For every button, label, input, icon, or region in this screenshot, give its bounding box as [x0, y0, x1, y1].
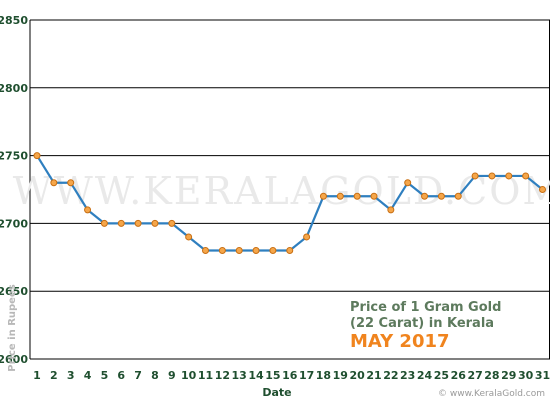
data-point-27 [471, 172, 479, 180]
data-point-30 [522, 172, 530, 180]
data-point-12 [218, 247, 226, 255]
data-point-17 [303, 233, 311, 241]
site-credit: © www.KeralaGold.com [438, 389, 545, 399]
x-tick-label-6: 6 [117, 369, 125, 382]
x-tick-label-22: 22 [383, 369, 398, 382]
annotation-line-2: (22 Carat) in Kerala [350, 316, 494, 331]
data-point-22 [387, 206, 395, 214]
x-tick-label-29: 29 [501, 369, 516, 382]
data-point-7 [134, 219, 142, 227]
watermark-text: WWW.KERALAGOLD.COM [13, 169, 550, 213]
x-tick-label-8: 8 [151, 369, 159, 382]
data-point-21 [370, 192, 378, 200]
x-tick-label-5: 5 [101, 369, 109, 382]
x-tick-label-4: 4 [84, 369, 92, 382]
x-tick-label-15: 15 [265, 369, 280, 382]
x-tick-label-28: 28 [484, 369, 499, 382]
y-tick-label-2650: 2650 [0, 285, 28, 298]
data-point-10 [185, 233, 193, 241]
y-axis-label: Price in Rupees [7, 284, 18, 371]
x-tick-label-19: 19 [333, 369, 348, 382]
x-tick-label-1: 1 [33, 369, 41, 382]
data-point-28 [488, 172, 496, 180]
x-tick-label-10: 10 [181, 369, 197, 382]
data-point-20 [353, 192, 361, 200]
x-tick-label-3: 3 [67, 369, 75, 382]
x-tick-label-23: 23 [400, 369, 415, 382]
y-tick-label-2850: 2850 [0, 14, 28, 27]
data-point-23 [404, 179, 412, 187]
data-point-9 [168, 219, 176, 227]
data-point-13 [235, 247, 243, 255]
data-points [33, 152, 546, 255]
x-tick-label-30: 30 [518, 369, 534, 382]
y-axis-ticks: 2600 2650 2700 2750 2800 2850 [0, 14, 28, 366]
x-tick-label-12: 12 [215, 369, 230, 382]
x-tick-label-17: 17 [299, 369, 314, 382]
data-point-18 [319, 192, 327, 200]
x-tick-label-16: 16 [282, 369, 298, 382]
data-point-25 [437, 192, 445, 200]
data-point-8 [151, 219, 159, 227]
data-point-14 [252, 247, 260, 255]
x-tick-label-26: 26 [451, 369, 467, 382]
data-point-6 [117, 219, 125, 227]
data-point-31 [539, 186, 546, 193]
data-point-5 [100, 219, 108, 227]
y-tick-label-2600: 2600 [0, 353, 28, 366]
x-tick-label-31: 31 [535, 369, 550, 382]
x-tick-label-24: 24 [417, 369, 433, 382]
x-tick-label-27: 27 [467, 369, 482, 382]
x-tick-label-18: 18 [316, 369, 331, 382]
data-point-3 [67, 179, 75, 187]
x-tick-label-20: 20 [349, 369, 365, 382]
data-point-2 [50, 179, 58, 187]
y-tick-label-2800: 2800 [0, 82, 28, 95]
y-tick-label-2750: 2750 [0, 150, 28, 163]
annotation-period: MAY 2017 [350, 331, 450, 352]
data-point-11 [202, 247, 209, 255]
data-point-16 [286, 247, 294, 255]
data-point-19 [336, 192, 344, 200]
x-tick-label-11: 11 [198, 369, 213, 382]
x-tick-label-25: 25 [434, 369, 449, 382]
x-tick-label-9: 9 [168, 369, 176, 382]
y-tick-label-2700: 2700 [0, 217, 28, 230]
x-tick-label-14: 14 [248, 369, 264, 382]
data-point-26 [454, 192, 462, 200]
x-axis-label: Date [262, 386, 291, 399]
data-point-24 [421, 192, 429, 200]
data-point-1 [33, 152, 41, 160]
x-tick-label-7: 7 [134, 369, 142, 382]
data-point-4 [84, 206, 92, 214]
x-tick-label-21: 21 [366, 369, 381, 382]
data-point-29 [505, 172, 513, 180]
x-axis-ticks: 1 2 3 4 5 6 7 8 9 10 11 12 13 14 15 16 17 18 19 20 21 22 23 24 2… [33, 369, 550, 382]
x-tick-label-2: 2 [50, 369, 58, 382]
data-point-15 [269, 247, 277, 255]
x-tick-label-13: 13 [232, 369, 247, 382]
annotation-line-1: Price of 1 Gram Gold [350, 300, 501, 315]
